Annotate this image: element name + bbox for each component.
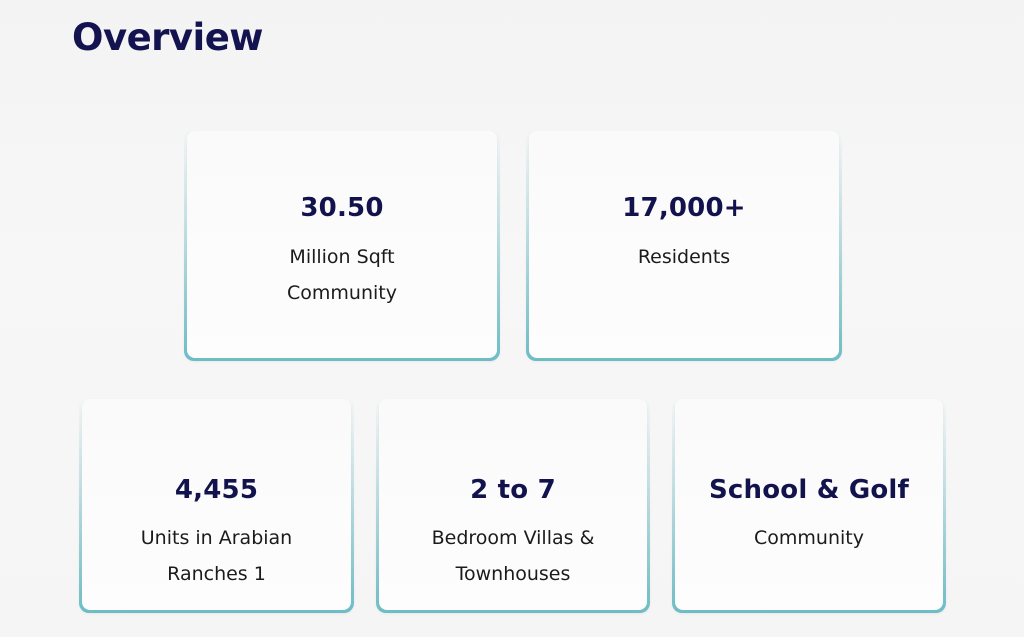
stat-card-body: 4,455 Units in Arabian Ranches 1 [82,399,351,610]
stat-card-school-golf: School & Golf Community [672,396,946,613]
stat-card-residents: 17,000+ Residents [526,128,842,361]
stat-label: Bedroom Villas & Townhouses [431,527,595,585]
stat-value: 2 to 7 [470,475,556,505]
stat-value: 30.50 [300,193,384,223]
stat-label: Units in Arabian Ranches 1 [140,527,293,585]
stat-card-body: 30.50 Million Sqft Community [187,131,497,358]
stat-card-body: 2 to 7 Bedroom Villas & Townhouses [379,399,647,610]
stat-card-bedrooms: 2 to 7 Bedroom Villas & Townhouses [376,396,650,613]
stat-card-units: 4,455 Units in Arabian Ranches 1 [79,396,354,613]
stat-label: Million Sqft Community [287,246,397,304]
stat-value: School & Golf [708,475,910,505]
stat-value: 4,455 [174,475,259,505]
stat-value: 17,000+ [622,193,746,223]
stat-card-body: 17,000+ Residents [529,131,839,358]
stat-card-community-size: 30.50 Million Sqft Community [184,128,500,361]
stat-card-body: School & Golf Community [675,399,943,610]
stat-label: Community [754,527,864,549]
stat-label: Residents [637,246,731,268]
overview-title: Overview [72,16,264,59]
